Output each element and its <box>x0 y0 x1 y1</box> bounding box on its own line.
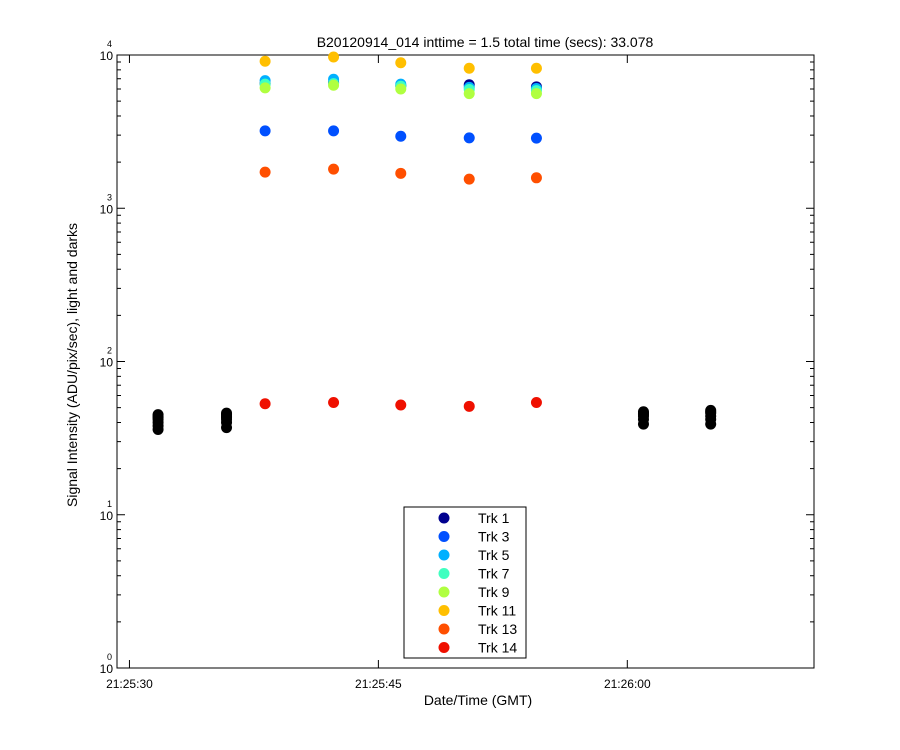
legend-box <box>403 506 527 659</box>
point-trk-11 <box>530 62 542 74</box>
legend: Trk 1 Trk 3 Trk 5 Trk 7 Trk 9 Trk 11 Trk 13 Trk… <box>403 506 527 659</box>
point-darks <box>152 409 164 421</box>
point-trk-3 <box>259 125 271 137</box>
point-trk-14 <box>463 400 475 412</box>
legend-label-trk-7: Trk 7 <box>478 566 510 582</box>
legend-marker-trk-1 <box>438 512 450 524</box>
point-trk-14 <box>259 398 271 410</box>
y-tick-label: 10 <box>100 662 114 676</box>
point-trk-14 <box>328 397 340 409</box>
point-trk-13 <box>395 167 407 179</box>
point-trk-11 <box>395 57 407 69</box>
x-tick-label: 21:25:45 <box>355 677 402 691</box>
point-trk-3 <box>530 132 542 144</box>
point-trk-13 <box>530 172 542 184</box>
x-axis-label: Date/Time (GMT) <box>424 692 532 708</box>
point-trk-11 <box>259 55 271 67</box>
point-trk-13 <box>328 163 340 175</box>
point-trk-3 <box>395 130 407 142</box>
legend-label-trk-14: Trk 14 <box>478 640 517 656</box>
point-trk-11 <box>328 51 340 63</box>
y-tick-exponent: 2 <box>107 346 112 356</box>
legend-marker-trk-14 <box>438 642 450 653</box>
point-darks <box>221 407 233 419</box>
legend-marker-trk-5 <box>438 549 450 561</box>
point-trk-14 <box>395 399 407 411</box>
point-trk-13 <box>463 173 475 185</box>
point-darks <box>637 406 649 418</box>
point-trk-9 <box>530 88 542 100</box>
y-tick-label: 10 <box>100 202 114 216</box>
data-points <box>152 51 717 435</box>
point-trk-9 <box>463 88 475 100</box>
legend-label-trk-3: Trk 3 <box>478 529 510 545</box>
legend-label-trk-5: Trk 5 <box>478 547 510 563</box>
point-trk-9 <box>259 82 271 94</box>
legend-label-trk-9: Trk 9 <box>478 584 510 600</box>
chart-title: B20120914_014 inttime = 1.5 total time (… <box>317 34 654 50</box>
legend-marker-trk-9 <box>438 586 450 598</box>
y-tick-exponent: 3 <box>107 192 112 202</box>
point-trk-9 <box>395 83 407 95</box>
x-tick-label: 21:25:30 <box>106 677 153 691</box>
legend-label-trk-1: Trk 1 <box>478 510 510 526</box>
legend-label-trk-13: Trk 13 <box>478 621 517 637</box>
point-trk-9 <box>328 79 340 91</box>
legend-marker-trk-13 <box>438 623 450 635</box>
x-axis: 21:25:30 21:25:45 21:26:00 <box>106 55 651 691</box>
y-axis-label: Signal Intensity (ADU/pix/sec), light an… <box>64 223 80 507</box>
point-darks <box>705 404 717 416</box>
y-tick-exponent: 0 <box>107 652 112 662</box>
x-tick-label: 21:26:00 <box>604 677 651 691</box>
legend-marker-trk-11 <box>438 605 450 616</box>
y-tick-exponent: 1 <box>107 499 112 509</box>
y-tick-label: 10 <box>100 509 114 523</box>
point-trk-3 <box>328 125 340 137</box>
point-trk-14 <box>530 397 542 409</box>
y-tick-label: 10 <box>100 49 114 63</box>
y-tick-label: 10 <box>100 356 114 370</box>
point-trk-11 <box>463 62 475 74</box>
point-trk-13 <box>259 166 271 178</box>
point-trk-3 <box>463 132 475 144</box>
y-tick-exponent: 4 <box>107 39 112 49</box>
legend-label-trk-11: Trk 11 <box>478 603 516 619</box>
legend-marker-trk-7 <box>438 568 450 579</box>
legend-marker-trk-3 <box>438 531 450 542</box>
